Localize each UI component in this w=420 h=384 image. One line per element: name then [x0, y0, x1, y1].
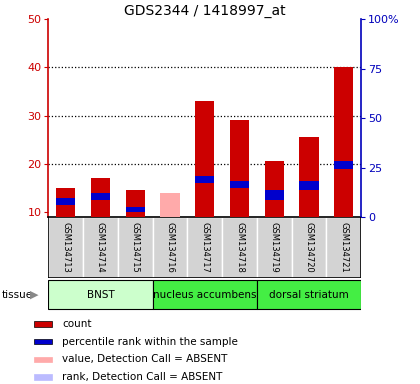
Bar	[265, 190, 284, 200]
Bar	[48, 217, 83, 278]
Bar	[230, 181, 249, 188]
Text: tissue: tissue	[2, 290, 33, 300]
Bar	[334, 162, 353, 169]
Bar	[160, 193, 179, 217]
Bar	[126, 190, 145, 217]
Bar	[91, 179, 110, 217]
Text: count: count	[62, 319, 92, 329]
Text: nucleus accumbens: nucleus accumbens	[153, 290, 257, 300]
Text: BNST: BNST	[87, 290, 114, 300]
Text: GSM134714: GSM134714	[96, 222, 105, 273]
Bar	[83, 217, 118, 278]
Bar	[118, 217, 152, 278]
Bar	[230, 121, 249, 217]
Text: ▶: ▶	[30, 290, 39, 300]
Bar	[195, 176, 214, 183]
Text: percentile rank within the sample: percentile rank within the sample	[62, 337, 238, 347]
Bar	[56, 188, 75, 217]
Bar	[257, 280, 361, 310]
Bar	[152, 280, 257, 310]
Bar	[222, 217, 257, 278]
Text: GSM134715: GSM134715	[131, 222, 140, 273]
Bar	[126, 207, 145, 212]
Bar	[152, 217, 187, 278]
Text: GSM134716: GSM134716	[165, 222, 174, 273]
Text: GSM134721: GSM134721	[339, 222, 348, 273]
Title: GDS2344 / 1418997_at: GDS2344 / 1418997_at	[124, 4, 286, 18]
Bar	[265, 162, 284, 217]
Bar	[34, 339, 52, 344]
Bar	[299, 137, 319, 217]
Text: GSM134718: GSM134718	[235, 222, 244, 273]
Bar	[56, 198, 75, 205]
Bar	[334, 68, 353, 217]
Text: GSM134719: GSM134719	[270, 222, 279, 273]
Bar	[34, 374, 52, 380]
Bar	[34, 321, 52, 327]
Bar	[257, 217, 291, 278]
Bar	[291, 217, 326, 278]
Bar	[195, 101, 214, 217]
Text: GSM134713: GSM134713	[61, 222, 70, 273]
Text: GSM134717: GSM134717	[200, 222, 209, 273]
Text: GSM134720: GSM134720	[304, 222, 314, 273]
Text: dorsal striatum: dorsal striatum	[269, 290, 349, 300]
Bar	[299, 181, 319, 190]
Bar	[187, 217, 222, 278]
Bar	[91, 193, 110, 200]
Bar	[326, 217, 361, 278]
Bar	[48, 280, 152, 310]
Text: value, Detection Call = ABSENT: value, Detection Call = ABSENT	[62, 354, 227, 364]
Text: rank, Detection Call = ABSENT: rank, Detection Call = ABSENT	[62, 372, 222, 382]
Bar	[34, 356, 52, 362]
